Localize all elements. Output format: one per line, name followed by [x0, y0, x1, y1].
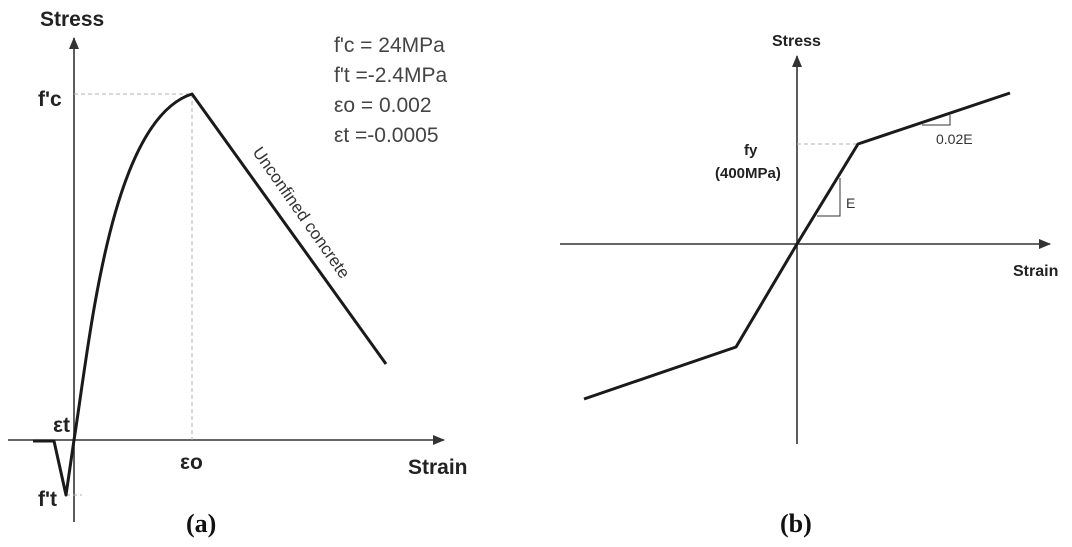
panel-b-fy-value: (400MPa): [715, 165, 781, 182]
panel-a-caption: (a): [186, 509, 216, 538]
param-et: εt =-0.0005: [334, 124, 439, 147]
panel-a-x-axis-title: Strain: [408, 456, 468, 479]
param-fc: f'c = 24MPa: [334, 34, 445, 57]
param-ft: f't =-2.4MPa: [334, 64, 447, 87]
panel-b-fy-label: fy: [744, 142, 758, 159]
panel-b-slope-hardening-label: 0.02E: [936, 131, 973, 147]
panel-b-slope-triangle-hardening: [922, 115, 951, 126]
panel-b-slope-e-label: E: [846, 195, 855, 211]
panel-a-concrete-curve: [33, 92, 388, 497]
panel-b-y-axis-title: Stress: [772, 33, 821, 50]
panel-a-eps-t-label: εt: [53, 414, 70, 437]
panel-a-y-axis-title: Stress: [40, 8, 104, 31]
panel-a: Stress Strain f'c f't εt εo f'c = 24MPa …: [8, 8, 468, 538]
panel-b: Stress Strain fy (400MPa) E 0.02E (b): [560, 33, 1058, 538]
panel-a-fc-label: f'c: [38, 88, 62, 111]
panel-b-caption: (b): [780, 509, 812, 538]
panel-a-ft-label: f't: [38, 488, 57, 511]
panel-a-eps-o-label: εo: [180, 451, 203, 474]
panel-b-slope-triangle-e: [817, 178, 841, 217]
panel-b-x-axis-title: Strain: [1013, 263, 1058, 280]
panel-a-curve-label: Unconfined concrete: [249, 143, 354, 282]
param-eo: εo = 0.002: [334, 94, 432, 117]
panel-b-steel-curve: [583, 91, 1011, 401]
